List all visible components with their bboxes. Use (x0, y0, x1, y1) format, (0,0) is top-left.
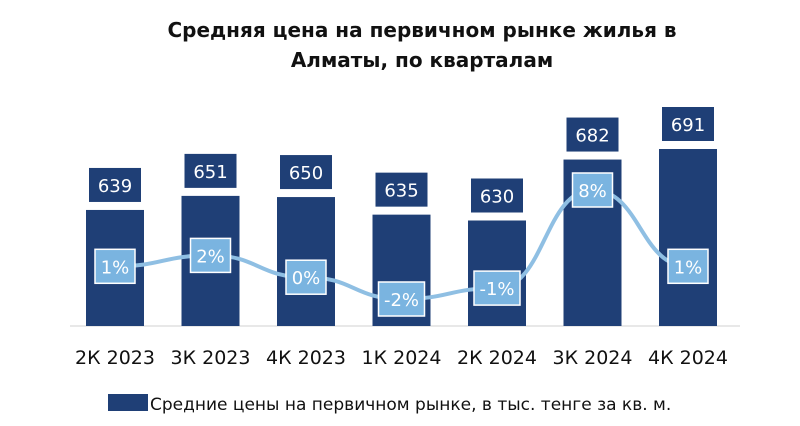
growth-label-box-2 (285, 259, 327, 295)
growth-label-3: -2% (384, 290, 419, 311)
growth-label-box-1 (189, 237, 232, 274)
value-label-box-0 (89, 167, 141, 202)
category-label-2: 4К 2023 (266, 347, 346, 369)
growth-label-box-3 (377, 281, 426, 317)
bar-6 (659, 149, 717, 326)
category-label-4: 2К 2024 (457, 347, 537, 369)
chart-title-line-2: Алматы, по кварталам (291, 48, 553, 72)
legend-swatch (108, 394, 148, 411)
value-label-2: 650 (289, 163, 323, 184)
value-label-5: 682 (575, 126, 609, 147)
category-label-3: 1К 2024 (362, 347, 442, 369)
value-label-6: 691 (671, 115, 705, 136)
category-label-6: 4К 2024 (648, 347, 728, 369)
value-label-1: 651 (193, 162, 227, 183)
growth-label-6: 1% (674, 257, 703, 278)
value-label-box-1 (184, 153, 237, 188)
value-label-box-5 (566, 117, 619, 152)
growth-label-4: -1% (479, 279, 514, 300)
value-label-box-3 (375, 172, 428, 207)
growth-label-2: 0% (292, 268, 321, 289)
value-label-3: 635 (384, 181, 418, 202)
growth-label-box-0 (94, 248, 136, 285)
category-label-1: 3К 2023 (171, 347, 251, 369)
value-label-box-4 (471, 178, 523, 213)
value-label-box-2 (280, 155, 332, 190)
growth-label-0: 1% (101, 257, 130, 278)
growth-label-box-4 (473, 270, 521, 306)
growth-label-box-6 (667, 248, 709, 285)
value-label-box-6 (662, 107, 714, 141)
category-label-5: 3К 2024 (553, 347, 633, 369)
chart-title-line-1: Средняя цена на первичном рынке жилья в (167, 18, 676, 42)
value-label-4: 630 (480, 187, 514, 208)
growth-label-box-5 (571, 172, 614, 208)
growth-label-5: 8% (578, 181, 607, 202)
category-label-0: 2К 2023 (75, 347, 155, 369)
value-label-0: 639 (98, 176, 132, 197)
legend-label: Средние цены на первичном рынке, в тыс. … (150, 395, 671, 415)
growth-label-1: 2% (196, 246, 225, 267)
